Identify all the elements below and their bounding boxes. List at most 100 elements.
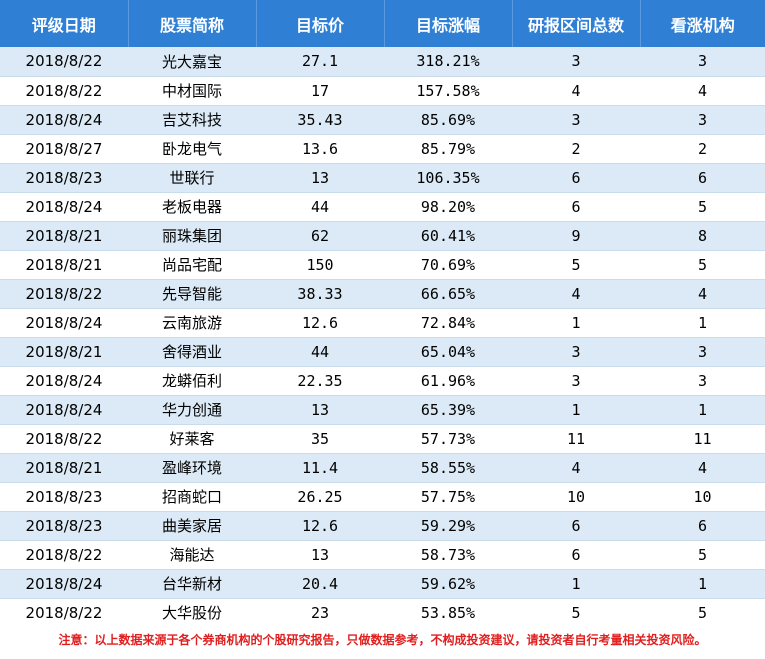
table-row: 2018/8/24 台华新材 20.4 59.62% 1 1 [0,569,765,599]
report-count-cell: 3 [512,366,640,396]
bullish-count-cell: 5 [640,598,765,628]
target-upside-cell: 106.35% [384,163,512,193]
stock-name-cell: 光大嘉宝 [128,47,256,77]
bullish-count-cell: 5 [640,540,765,570]
stock-name-cell: 尚品宅配 [128,250,256,280]
rating-date-cell: 2018/8/24 [0,192,128,222]
stock-name-cell: 海能达 [128,540,256,570]
target-upside-cell: 85.69% [384,105,512,135]
rating-date-cell: 2018/8/24 [0,569,128,599]
header-bullish-institutions: 看涨机构 [670,15,735,35]
report-count-cell: 1 [512,308,640,338]
header-report-count: 研报区间总数 [512,0,641,47]
bullish-count-cell: 3 [640,105,765,135]
report-count-cell: 1 [512,395,640,425]
target-upside-cell: 59.29% [384,511,512,541]
target-upside-cell: 85.79% [384,134,512,164]
target-upside-cell: 157.58% [384,76,512,106]
target-upside-cell: 65.04% [384,337,512,367]
stock-name-cell: 曲美家居 [128,511,256,541]
target-upside-cell: 59.62% [384,569,512,599]
header-target-upside: 目标涨幅 [384,0,513,47]
target-price-cell: 27.1 [256,47,384,77]
rating-date-cell: 2018/8/21 [0,453,128,483]
report-count-cell: 1 [512,569,640,599]
report-count-cell: 10 [512,482,640,512]
table-row: 2018/8/24 老板电器 44 98.20% 6 5 [0,192,765,222]
table-row: 2018/8/24 吉艾科技 35.43 85.69% 3 3 [0,105,765,135]
rating-date-cell: 2018/8/23 [0,482,128,512]
target-price-cell: 20.4 [256,569,384,599]
target-price-cell: 62 [256,221,384,251]
report-count-cell: 6 [512,540,640,570]
rating-date-cell: 2018/8/24 [0,308,128,338]
target-price-cell: 44 [256,337,384,367]
table-header: 评级日期 股票简称 目标价 目标涨幅 研报区间总数 看涨机构 [0,0,765,47]
bullish-count-cell: 5 [640,192,765,222]
report-count-cell: 5 [512,250,640,280]
target-upside-cell: 65.39% [384,395,512,425]
rating-date-cell: 2018/8/21 [0,337,128,367]
bullish-count-cell: 6 [640,163,765,193]
stock-name-cell: 世联行 [128,163,256,193]
table-row: 2018/8/22 中材国际 17 157.58% 4 4 [0,76,765,106]
target-price-cell: 13.6 [256,134,384,164]
target-price-cell: 13 [256,540,384,570]
rating-date-cell: 2018/8/22 [0,540,128,570]
bullish-count-cell: 8 [640,221,765,251]
bullish-count-cell: 1 [640,569,765,599]
table-row: 2018/8/21 尚品宅配 150 70.69% 5 5 [0,250,765,280]
report-count-cell: 6 [512,511,640,541]
table-row: 2018/8/21 舍得酒业 44 65.04% 3 3 [0,337,765,367]
rating-date-cell: 2018/8/22 [0,279,128,309]
rating-date-cell: 2018/8/22 [0,598,128,628]
target-price-cell: 13 [256,395,384,425]
target-upside-cell: 60.41% [384,221,512,251]
target-upside-cell: 98.20% [384,192,512,222]
target-price-cell: 26.25 [256,482,384,512]
bullish-count-cell: 11 [640,424,765,454]
target-upside-cell: 318.21% [384,47,512,77]
header-rating-date: 评级日期 [0,0,129,47]
stock-name-cell: 大华股份 [128,598,256,628]
target-upside-cell: 61.96% [384,366,512,396]
stock-name-cell: 卧龙电气 [128,134,256,164]
target-upside-cell: 58.55% [384,453,512,483]
report-count-cell: 3 [512,105,640,135]
target-price-cell: 22.35 [256,366,384,396]
stock-name-cell: 台华新材 [128,569,256,599]
stock-name-cell: 华力创通 [128,395,256,425]
bullish-count-cell: 1 [640,308,765,338]
stock-name-cell: 先导智能 [128,279,256,309]
target-upside-cell: 57.73% [384,424,512,454]
rating-date-cell: 2018/8/27 [0,134,128,164]
report-count-cell: 5 [512,598,640,628]
bullish-count-cell: 1 [640,395,765,425]
target-upside-cell: 70.69% [384,250,512,280]
rating-date-cell: 2018/8/24 [0,366,128,396]
target-price-cell: 12.6 [256,308,384,338]
table-row: 2018/8/22 大华股份 23 53.85% 5 5 [0,598,765,628]
report-count-cell: 9 [512,221,640,251]
bullish-count-cell: 3 [640,366,765,396]
target-upside-cell: 58.73% [384,540,512,570]
header-target-price: 目标价 [256,0,385,47]
stock-name-cell: 好莱客 [128,424,256,454]
rating-date-cell: 2018/8/24 [0,395,128,425]
bullish-count-cell: 4 [640,279,765,309]
rating-date-cell: 2018/8/22 [0,47,128,77]
bullish-count-cell: 5 [640,250,765,280]
bullish-count-cell: 4 [640,76,765,106]
report-count-cell: 2 [512,134,640,164]
header-row: 评级日期 股票简称 目标价 目标涨幅 研报区间总数 看涨机构 [0,0,765,47]
stock-name-cell: 老板电器 [128,192,256,222]
stock-name-cell: 盈峰环境 [128,453,256,483]
target-upside-cell: 66.65% [384,279,512,309]
rating-table: 评级日期 股票简称 目标价 目标涨幅 研报区间总数 看涨机构 2018/8/22… [0,0,765,628]
rating-date-cell: 2018/8/23 [0,163,128,193]
target-price-cell: 44 [256,192,384,222]
target-price-cell: 35 [256,424,384,454]
table-row: 2018/8/24 云南旅游 12.6 72.84% 1 1 [0,308,765,338]
rating-date-cell: 2018/8/23 [0,511,128,541]
report-count-cell: 11 [512,424,640,454]
